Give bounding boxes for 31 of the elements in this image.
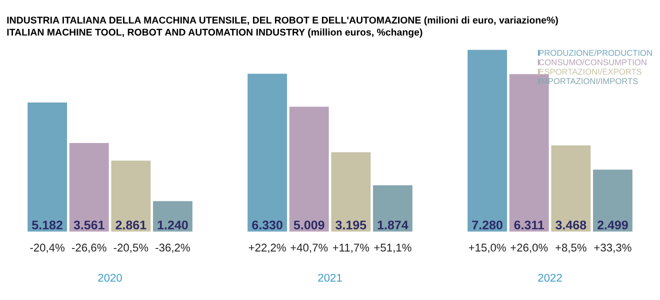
- chart-subtitle: ITALIAN MACHINE TOOL, ROBOT AND AUTOMATION INDUSTRY (million euros, %change): [7, 28, 422, 38]
- data-label: 6.330: [252, 220, 282, 230]
- text: -20,4%: [30, 244, 65, 253]
- data-label: 1.874: [378, 220, 408, 230]
- legend-label: CONSUMO/CONSUMPTION: [539, 59, 646, 66]
- chart-title: INDUSTRIA ITALIANA DELLA MACCHINA UTENSILE, DEL ROBOT E DELL'AUTOMAZIONE (milioni di euro, variazione%): [7, 16, 558, 26]
- data-label: 3.195: [336, 220, 366, 230]
- text: +8,5%: [556, 244, 586, 253]
- text: -26,6%: [72, 244, 106, 253]
- text: +11,7%: [332, 244, 370, 253]
- x-tick-label: 2022: [538, 274, 562, 282]
- data-label: 5.009: [294, 220, 324, 230]
- data-label: 3.561: [74, 220, 104, 230]
- data-label: 2.499: [597, 220, 628, 230]
- data-label: 3.468: [556, 220, 586, 230]
- legend-label: ESPORTAZIONI/EXPORTS: [539, 68, 642, 75]
- data-label: 1.240: [158, 220, 188, 230]
- text: -20,5%: [114, 244, 148, 253]
- data-label: 7.280: [472, 220, 502, 230]
- text: +33,3%: [594, 244, 632, 253]
- data-label: 5.182: [32, 220, 62, 230]
- text: +26,0%: [510, 244, 548, 253]
- text: +51,1%: [374, 244, 412, 253]
- x-tick-label: 2020: [98, 274, 122, 282]
- data-label: 2.861: [116, 220, 146, 230]
- text: +22,2%: [248, 244, 286, 253]
- text: +40,7%: [290, 244, 328, 253]
- data-label: 6.311: [514, 220, 544, 230]
- x-tick-label: 2021: [318, 274, 342, 282]
- text: -36,2%: [156, 244, 190, 253]
- text: +15,0%: [468, 244, 506, 253]
